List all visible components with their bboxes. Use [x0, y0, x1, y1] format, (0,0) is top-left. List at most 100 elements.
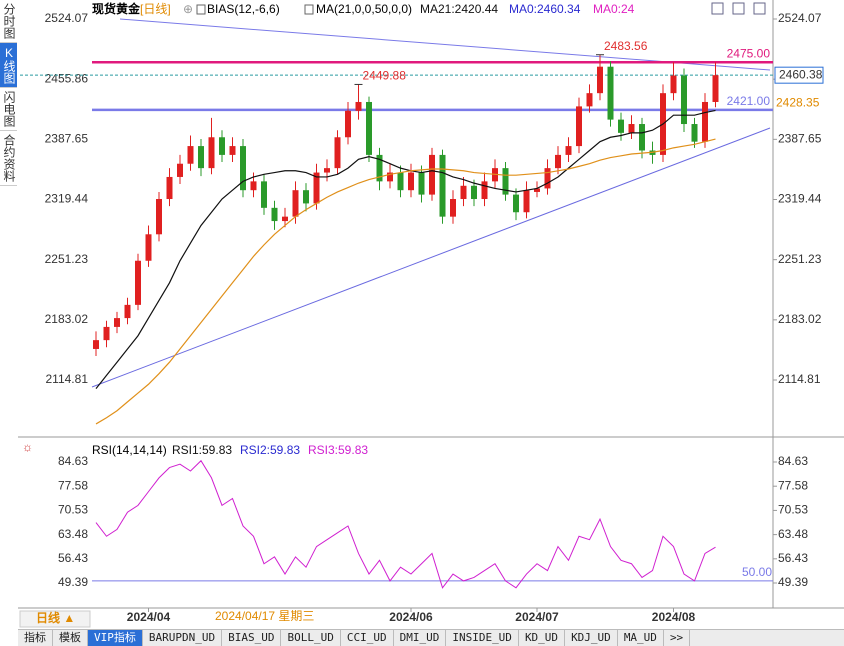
sidebar: 分时图 K线图 闪电图 合约资料 — [0, 0, 18, 186]
candle-body — [460, 185, 467, 200]
candle-body — [114, 318, 120, 327]
y-tick-label: 70.53 — [58, 503, 88, 517]
tab[interactable]: INSIDE_UD — [446, 630, 519, 646]
candle-body — [261, 181, 267, 208]
candle-body — [93, 340, 99, 349]
candle-body — [502, 168, 509, 195]
candle-body — [376, 154, 383, 182]
side-tab[interactable]: 闪电图 — [0, 88, 17, 131]
period-button-label: 日线 ▲ — [36, 610, 75, 625]
window-icons — [711, 2, 766, 15]
tab[interactable]: BARUPDN_UD — [143, 630, 223, 646]
x-tick-label: 2024/08 — [652, 610, 696, 624]
y-tick-label: 2319.44 — [45, 192, 89, 206]
candle-body — [355, 101, 362, 111]
y-tick-label: 77.58 — [58, 478, 88, 492]
icon[interactable] — [732, 2, 745, 15]
candle-body — [597, 66, 603, 94]
indicator: MA(21,0,0,50,0,0) — [316, 2, 412, 16]
candle-body — [250, 181, 257, 191]
candle-body — [628, 124, 635, 133]
candle-body — [177, 163, 183, 177]
candle-body — [513, 194, 519, 213]
y-tick-label: 2455.86 — [45, 71, 89, 85]
y-tick-label: 2319.44 — [778, 192, 822, 206]
candle-body — [229, 146, 236, 155]
checkbox[interactable] — [304, 4, 314, 15]
tab[interactable]: 模板 — [53, 630, 88, 646]
y-tick-label: 84.63 — [58, 454, 88, 468]
side-tab[interactable]: 分时图 — [0, 0, 17, 43]
candle-body — [670, 75, 677, 94]
candle-body — [145, 234, 152, 261]
rsi-title: RSI(14,14,14) — [92, 443, 167, 457]
tab[interactable]: >> — [664, 630, 691, 646]
price-marker: 2428.35 — [776, 96, 820, 110]
add-icon[interactable]: ⊕ — [183, 2, 193, 16]
last-price-box — [774, 66, 824, 84]
settings-icon[interactable]: ☼ — [22, 440, 33, 454]
rsi-legend: RSI1:59.83 — [172, 443, 232, 457]
candle-body — [702, 101, 708, 142]
candle-body — [408, 172, 414, 191]
candle-body — [156, 199, 162, 235]
candle-body — [712, 75, 719, 102]
candle-body — [565, 146, 572, 155]
y-tick-label: 2183.02 — [778, 312, 822, 326]
candle-body — [429, 154, 435, 195]
tab[interactable]: DMI_UD — [394, 630, 447, 646]
candle-body — [282, 216, 288, 222]
y-tick-label: 49.39 — [58, 575, 88, 589]
icon[interactable] — [711, 2, 724, 15]
candle-body — [576, 106, 582, 147]
ma-line — [95, 138, 716, 425]
candle-body — [303, 190, 309, 204]
period-button[interactable] — [19, 610, 91, 628]
tab[interactable]: VIP指标 — [88, 630, 143, 646]
candle-body — [271, 207, 278, 222]
x-tick-label: 2024/04 — [127, 610, 171, 624]
candle-body — [219, 137, 225, 155]
candle-body — [534, 188, 540, 192]
candle-body — [366, 101, 372, 155]
candle-body — [292, 190, 299, 217]
side-tab[interactable]: K线图 — [0, 43, 17, 88]
tab[interactable]: BOLL_UD — [281, 630, 341, 646]
period: [日线] — [140, 2, 171, 16]
tab[interactable]: KDJ_UD — [565, 630, 618, 646]
y-tick-label: 77.58 — [778, 478, 808, 492]
y-tick-label: 2524.07 — [778, 11, 822, 25]
candle-body — [691, 124, 698, 142]
candle-body — [240, 146, 246, 191]
tab[interactable]: MA_UD — [618, 630, 664, 646]
rsi-legend: RSI3:59.83 — [308, 443, 368, 457]
candle-body — [397, 172, 404, 191]
candle-body — [555, 154, 561, 169]
checkbox[interactable] — [196, 4, 206, 15]
candle-body — [523, 190, 530, 213]
y-tick-label: 2387.65 — [45, 132, 89, 146]
candle-body — [481, 181, 488, 200]
candle-body — [418, 172, 425, 195]
candle-body — [681, 75, 687, 125]
rsi-line — [95, 459, 716, 589]
legend: MA0:2460.34 — [509, 2, 581, 16]
hline-label: 2421.00 — [727, 94, 771, 108]
tab[interactable]: 指标 — [18, 630, 53, 646]
candle-body — [639, 124, 645, 151]
candle-body — [586, 93, 593, 107]
y-tick-label: 2251.23 — [45, 252, 89, 266]
high-label: 2483.56 — [604, 39, 648, 53]
tab[interactable]: CCI_UD — [341, 630, 394, 646]
side-tab[interactable]: 合约资料 — [0, 131, 17, 186]
tab[interactable]: BIAS_UD — [222, 630, 282, 646]
y-tick-label: 2114.81 — [46, 372, 89, 386]
candle-body — [124, 304, 131, 319]
cursor-date: 2024/04/17 星期三 — [215, 609, 314, 623]
x-tick-label: 2024/07 — [515, 610, 559, 624]
icon[interactable] — [753, 2, 766, 15]
y-tick-label: 2251.23 — [778, 252, 822, 266]
hline-label: 2475.00 — [727, 46, 771, 60]
tab[interactable]: KD_UD — [519, 630, 566, 646]
